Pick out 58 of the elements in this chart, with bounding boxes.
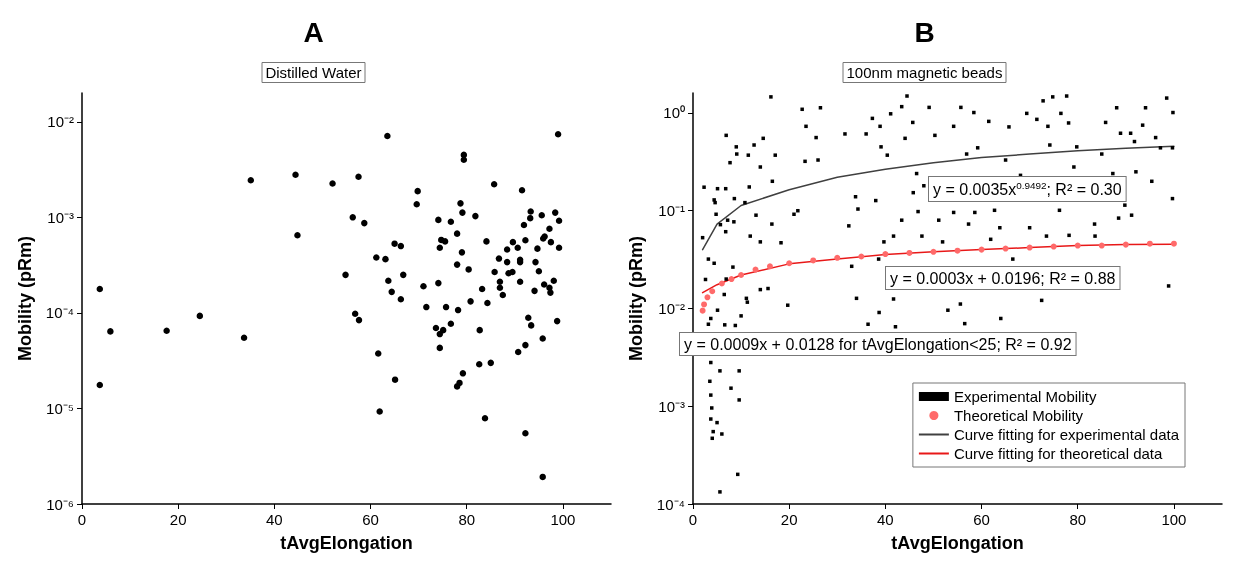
x-tick-label: 60 — [362, 511, 379, 528]
point — [701, 301, 708, 308]
point — [718, 280, 725, 287]
point — [930, 248, 937, 255]
x-tick-label: 100 — [550, 511, 576, 528]
y-tick-label: 10⁰ — [663, 104, 685, 122]
legend-label: Experimental Mobility — [953, 388, 1097, 405]
point — [766, 263, 773, 270]
point — [752, 266, 759, 273]
chart-title: B — [914, 16, 935, 48]
point — [786, 260, 793, 267]
point — [1146, 240, 1153, 247]
point — [1002, 245, 1009, 252]
point — [906, 249, 913, 256]
legend-label: Curve fitting for theoretical data — [953, 445, 1163, 462]
point — [1170, 240, 1177, 247]
y-tick-label: 10⁻⁶ — [46, 495, 74, 513]
legend-label: Theoretical Mobility — [953, 407, 1084, 424]
x-tick-label: 60 — [973, 511, 990, 528]
x-tick-label: 20 — [169, 511, 187, 528]
x-tick-label: 40 — [877, 511, 894, 528]
y-axis-title: Mobility (pRm) — [15, 236, 35, 361]
point — [738, 272, 745, 278]
point — [810, 257, 817, 264]
x-tick-label: 0 — [688, 511, 698, 528]
y-tick-label: 10⁻⁵ — [46, 399, 74, 417]
line-series — [701, 145, 1175, 251]
y-tick-label: 10⁻⁴ — [45, 304, 74, 322]
chart-subtitle: Distilled Water — [265, 64, 362, 81]
point — [882, 251, 889, 258]
point — [728, 276, 735, 283]
x-tick-label: 20 — [780, 511, 798, 528]
x-tick-label: 0 — [77, 511, 87, 528]
legend-label: Curve fitting for experimental data — [953, 426, 1180, 443]
point — [834, 254, 841, 261]
x-axis-title: tAvgElongation — [891, 533, 1024, 553]
annotation: y = 0.0009x + 0.0128 for tAvgElongation<25; R² = 0.92 — [684, 335, 1072, 353]
point — [1026, 244, 1033, 251]
x-tick-label: 100 — [1161, 511, 1187, 528]
y-tick-label: 10⁻² — [658, 299, 685, 317]
point — [709, 288, 716, 295]
y-tick-label: 10⁻³ — [658, 397, 685, 415]
y-tick-label: 10⁻² — [47, 113, 74, 131]
chart-title: A — [303, 16, 324, 48]
point — [704, 294, 711, 301]
y-tick-label: 10⁻³ — [47, 208, 74, 226]
x-tick-label: 40 — [266, 511, 283, 528]
annotation: y = 0.0003x + 0.0196; R² = 0.88 — [890, 269, 1116, 287]
x-axis-title: tAvgElongation — [280, 533, 413, 553]
y-tick-label: 10⁻¹ — [658, 202, 685, 220]
point — [1098, 242, 1105, 249]
chart-subtitle: 100nm magnetic beads — [846, 64, 1003, 81]
point — [1122, 241, 1129, 248]
point — [699, 307, 706, 314]
x-tick-label: 80 — [1069, 511, 1087, 528]
y-tick-label: 10⁻⁴ — [656, 495, 685, 513]
x-tick-label: 80 — [458, 511, 476, 528]
y-axis-title: Mobility (pRm) — [626, 236, 646, 361]
